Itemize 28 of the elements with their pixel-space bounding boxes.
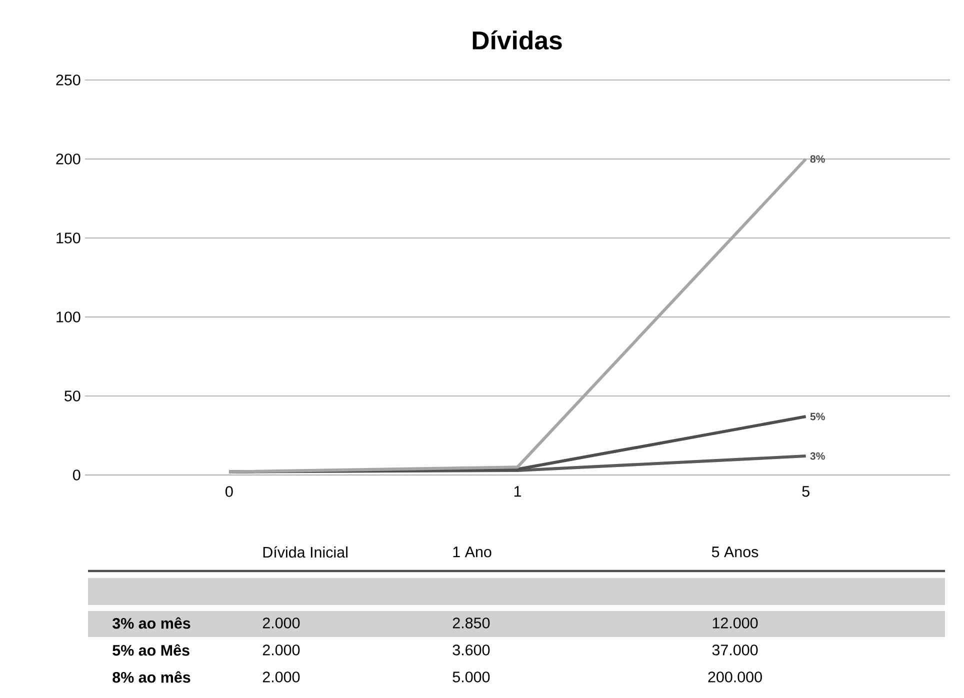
- chart-title: Dívidas: [472, 30, 562, 50]
- text: 200.000: [708, 672, 762, 682]
- series-label: 8%: [810, 155, 825, 163]
- text: 12.000: [712, 618, 758, 628]
- y-tick-label: 50: [64, 390, 80, 402]
- y-tick-label: 150: [56, 232, 80, 244]
- y-tick-label: 200: [56, 154, 80, 164]
- text: 37.000: [712, 644, 758, 656]
- text: 2.000: [262, 672, 300, 682]
- text: 1 Ano: [453, 546, 492, 558]
- text: 2.000: [262, 618, 300, 628]
- text: 3.600: [452, 644, 490, 656]
- y-tick-label: 0: [72, 470, 80, 480]
- text: 2.850: [452, 618, 490, 628]
- text: Dívida Inicial: [263, 546, 348, 558]
- text: 5% ao Mês: [112, 644, 190, 656]
- text: 2.000: [262, 644, 300, 656]
- x-tick-label: 5: [802, 486, 810, 497]
- text: 3% ao mês: [112, 617, 190, 629]
- series-label: 3%: [810, 452, 825, 460]
- text: 8% ao mês: [112, 671, 190, 683]
- series-label: 5%: [810, 412, 825, 420]
- x-tick-label: 1: [514, 486, 522, 497]
- text: 5.000: [452, 672, 490, 682]
- x-tick-label: 0: [226, 486, 233, 497]
- y-tick-label: 100: [56, 312, 80, 322]
- y-tick-label: 250: [56, 74, 80, 86]
- text: 5 Anos: [712, 546, 758, 558]
